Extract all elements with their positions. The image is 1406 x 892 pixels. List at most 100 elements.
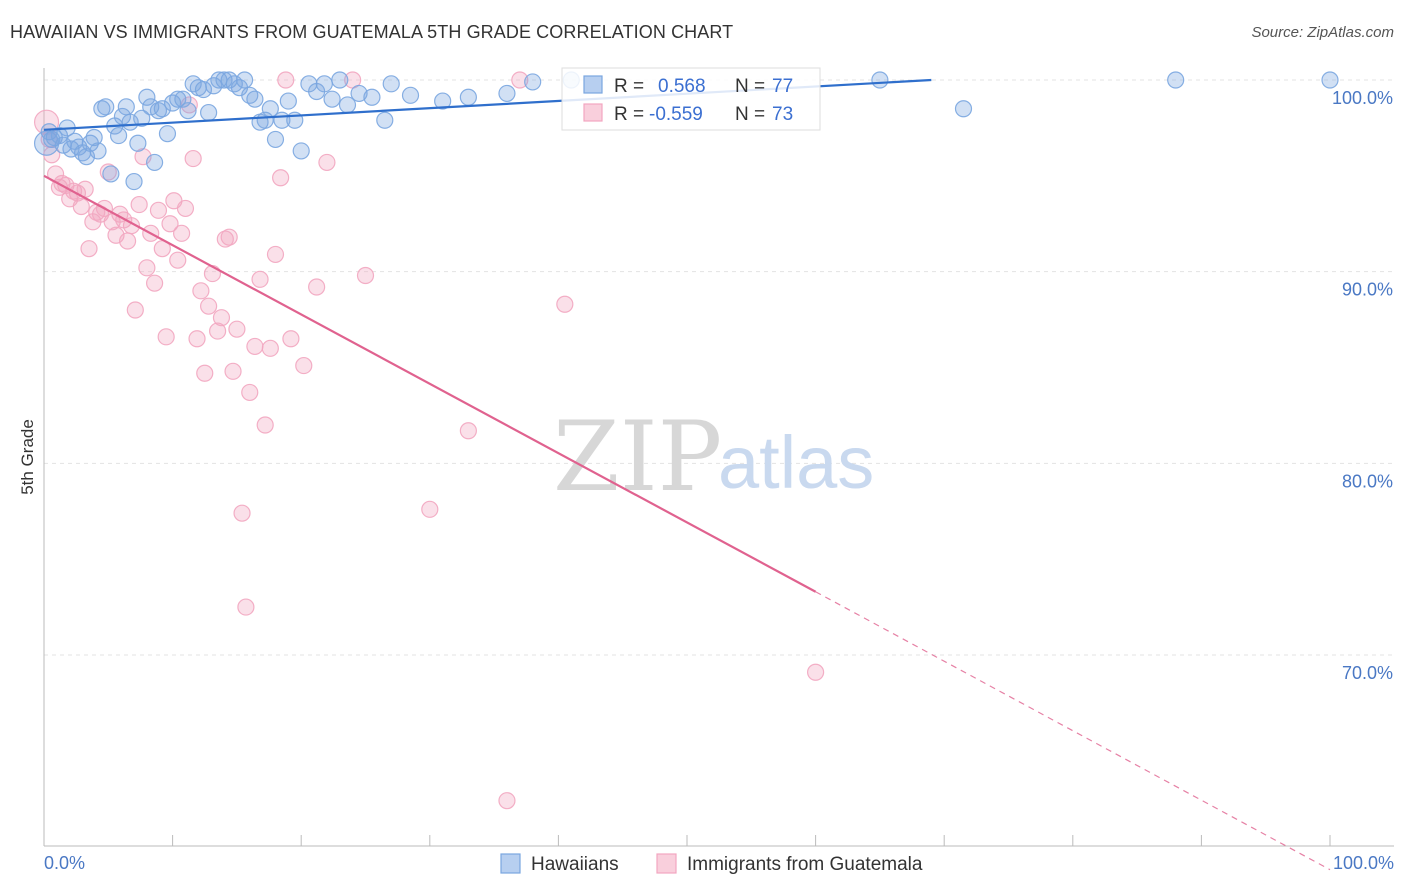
point-guatemala xyxy=(169,251,187,269)
watermark: ZIP atlas xyxy=(553,401,874,513)
chart-title: HAWAIIAN VS IMMIGRANTS FROM GUATEMALA 5T… xyxy=(10,22,734,42)
point-guatemala xyxy=(173,224,191,242)
series-guatemala-points xyxy=(33,71,825,810)
point-guatemala xyxy=(184,149,202,168)
point-guatemala xyxy=(145,274,164,292)
point-guatemala xyxy=(212,309,231,327)
point-guatemala xyxy=(241,383,259,402)
point-hawaiians xyxy=(954,100,973,118)
bottom-legend-swatch-hawaiians xyxy=(500,853,521,874)
point-hawaiians xyxy=(158,125,177,143)
legend-n-value-1: 77 xyxy=(772,76,793,97)
point-guatemala xyxy=(149,201,168,219)
point-guatemala xyxy=(256,416,274,434)
point-hawaiians xyxy=(331,71,349,89)
point-hawaiians xyxy=(89,142,107,160)
y-tick-labels: 70.0% 80.0% 90.0% 100.0% xyxy=(1332,88,1393,683)
trend-line-extension-guatemala xyxy=(815,591,1331,871)
correlation-legend: R = 0.568 N = 77 R = -0.559 N = 73 xyxy=(561,67,821,131)
point-hawaiians xyxy=(246,90,264,108)
trend-line-guatemala xyxy=(43,174,817,593)
point-guatemala xyxy=(138,259,156,277)
point-hawaiians xyxy=(194,80,213,99)
point-hawaiians xyxy=(133,109,151,127)
point-hawaiians xyxy=(109,126,128,145)
point-guatemala xyxy=(220,228,238,246)
point-guatemala xyxy=(200,297,218,315)
legend-swatch-hawaiians xyxy=(583,75,603,94)
legend-r-label-1: R = xyxy=(614,76,644,97)
point-guatemala xyxy=(282,330,300,348)
point-hawaiians xyxy=(459,88,477,106)
point-guatemala xyxy=(511,71,529,89)
bottom-legend: Hawaiians Immigrants from Guatemala xyxy=(500,853,923,875)
point-hawaiians xyxy=(363,88,381,106)
axes xyxy=(43,68,1394,847)
point-guatemala xyxy=(421,500,439,518)
y-tick-label-80: 80.0% xyxy=(1342,471,1393,491)
point-guatemala xyxy=(224,362,242,380)
point-hawaiians xyxy=(153,100,171,118)
point-guatemala xyxy=(130,195,148,214)
point-guatemala xyxy=(356,266,375,285)
point-hawaiians xyxy=(382,75,400,93)
legend-n-value-2: 73 xyxy=(772,104,793,125)
point-hawaiians xyxy=(376,111,394,129)
point-hawaiians xyxy=(266,130,285,149)
y-tick-label-90: 90.0% xyxy=(1342,280,1393,300)
point-hawaiians xyxy=(102,165,120,183)
point-guatemala xyxy=(272,169,290,187)
point-hawaiians xyxy=(871,71,889,89)
watermark-zip: ZIP xyxy=(553,401,722,513)
point-guatemala xyxy=(308,278,326,296)
point-hawaiians xyxy=(200,103,218,122)
point-hawaiians xyxy=(315,75,333,93)
point-hawaiians xyxy=(138,88,156,106)
bottom-legend-swatch-guatemala xyxy=(656,853,677,874)
bottom-legend-guatemala: Immigrants from Guatemala xyxy=(687,854,923,875)
point-guatemala xyxy=(498,792,516,810)
point-guatemala xyxy=(459,422,477,440)
point-guatemala xyxy=(209,322,227,340)
point-guatemala xyxy=(251,270,269,288)
point-hawaiians xyxy=(434,92,452,110)
point-guatemala xyxy=(246,337,264,356)
watermark-atlas: atlas xyxy=(718,421,874,504)
point-hawaiians xyxy=(292,142,310,160)
point-hawaiians xyxy=(169,90,187,108)
point-guatemala xyxy=(126,301,144,319)
point-guatemala xyxy=(118,232,137,250)
point-hawaiians xyxy=(215,71,233,89)
point-hawaiians xyxy=(350,84,368,103)
point-guatemala xyxy=(266,245,285,264)
point-guatemala xyxy=(261,339,279,357)
x-ticks xyxy=(43,835,1331,846)
x-tick-label-min: 0.0% xyxy=(44,853,85,873)
source-credit: Source: ZipAtlas.com xyxy=(1251,24,1394,41)
bottom-legend-hawaiians: Hawaiians xyxy=(531,854,619,875)
point-hawaiians xyxy=(85,128,103,147)
point-hawaiians xyxy=(97,98,115,116)
point-guatemala xyxy=(188,330,206,348)
point-guatemala xyxy=(295,356,313,375)
point-guatemala xyxy=(228,320,246,338)
point-guatemala xyxy=(80,240,98,258)
y-axis-title: 5th Grade xyxy=(18,419,37,495)
y-tick-label-100: 100.0% xyxy=(1332,88,1393,108)
point-hawaiians xyxy=(401,86,420,104)
series-hawaiians-points xyxy=(33,71,1339,191)
point-hawaiians xyxy=(236,71,254,89)
point-hawaiians xyxy=(323,90,341,108)
point-guatemala xyxy=(157,328,175,346)
point-hawaiians xyxy=(524,73,542,91)
point-hawaiians xyxy=(145,153,164,172)
point-guatemala xyxy=(176,199,195,218)
point-guatemala xyxy=(161,215,179,233)
point-guatemala xyxy=(72,197,90,216)
point-guatemala xyxy=(277,71,295,89)
point-guatemala xyxy=(806,663,825,681)
legend-r-label-2: R = xyxy=(614,104,644,125)
point-hawaiians xyxy=(129,134,147,152)
point-guatemala xyxy=(237,598,255,616)
